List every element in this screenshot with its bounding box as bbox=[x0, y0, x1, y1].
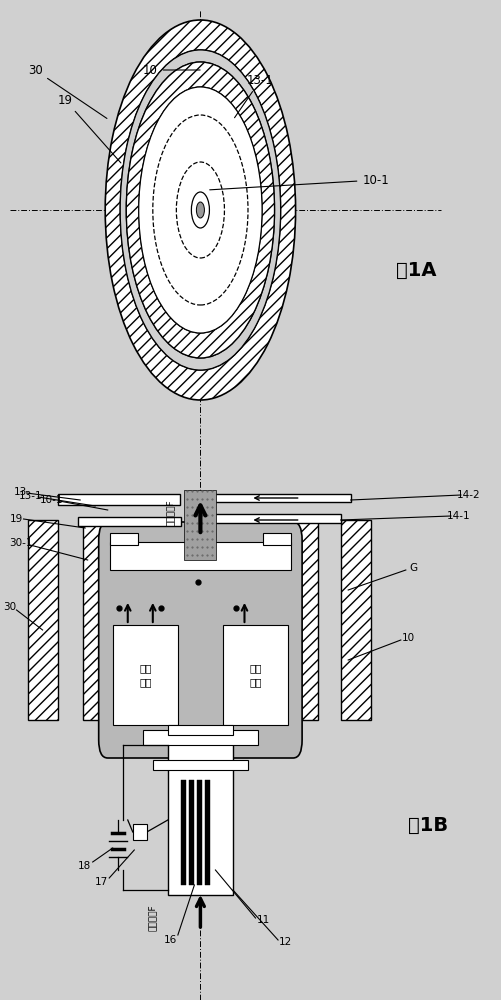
Text: 10-1: 10-1 bbox=[210, 174, 389, 190]
Bar bbox=[133, 824, 147, 840]
Bar bbox=[143, 730, 258, 745]
Bar bbox=[110, 533, 138, 545]
Text: 30-1: 30-1 bbox=[10, 538, 33, 548]
Text: 13-1: 13-1 bbox=[234, 74, 274, 118]
Text: 30: 30 bbox=[4, 602, 17, 612]
Circle shape bbox=[196, 202, 204, 218]
Bar bbox=[184, 490, 216, 560]
Bar bbox=[263, 533, 291, 545]
Text: 13-1: 13-1 bbox=[19, 491, 43, 501]
Text: 10: 10 bbox=[402, 633, 415, 643]
Text: 外部磁场F: 外部磁场F bbox=[166, 500, 175, 526]
Text: 图1B: 图1B bbox=[408, 816, 448, 834]
Bar bbox=[181, 780, 186, 885]
Text: 30: 30 bbox=[28, 64, 107, 118]
Circle shape bbox=[139, 87, 262, 333]
Bar bbox=[113, 625, 178, 725]
Text: 18: 18 bbox=[78, 861, 91, 871]
Bar bbox=[205, 780, 210, 885]
Text: 12: 12 bbox=[279, 937, 292, 947]
Text: 14-1: 14-1 bbox=[446, 511, 470, 521]
Polygon shape bbox=[215, 494, 351, 502]
Text: 14-2: 14-2 bbox=[456, 490, 480, 500]
Bar bbox=[110, 542, 291, 570]
Bar bbox=[153, 760, 248, 770]
FancyBboxPatch shape bbox=[99, 522, 302, 758]
Bar bbox=[83, 520, 108, 720]
Text: 10: 10 bbox=[143, 64, 200, 77]
Text: 11: 11 bbox=[257, 915, 270, 925]
Bar bbox=[189, 780, 194, 885]
Bar bbox=[197, 780, 202, 885]
Bar bbox=[293, 520, 318, 720]
Bar bbox=[168, 735, 233, 895]
Polygon shape bbox=[215, 514, 341, 523]
Text: 外部
磁场: 外部 磁场 bbox=[139, 663, 151, 687]
Text: 13: 13 bbox=[14, 487, 27, 497]
Circle shape bbox=[191, 192, 209, 228]
Bar bbox=[341, 520, 371, 720]
Text: 19: 19 bbox=[10, 514, 23, 524]
Text: 17: 17 bbox=[95, 877, 108, 887]
Text: 图1A: 图1A bbox=[396, 260, 436, 279]
Text: 10-1: 10-1 bbox=[40, 495, 63, 505]
Bar bbox=[223, 625, 288, 725]
Polygon shape bbox=[58, 494, 180, 505]
Bar bbox=[28, 520, 58, 720]
Text: 外部磁场F: 外部磁场F bbox=[148, 905, 157, 931]
Text: 16: 16 bbox=[164, 935, 177, 945]
Polygon shape bbox=[78, 517, 181, 526]
Text: 外部
磁场: 外部 磁场 bbox=[249, 663, 262, 687]
Text: G: G bbox=[409, 563, 417, 573]
Bar bbox=[168, 725, 233, 735]
Text: 19: 19 bbox=[58, 94, 121, 163]
